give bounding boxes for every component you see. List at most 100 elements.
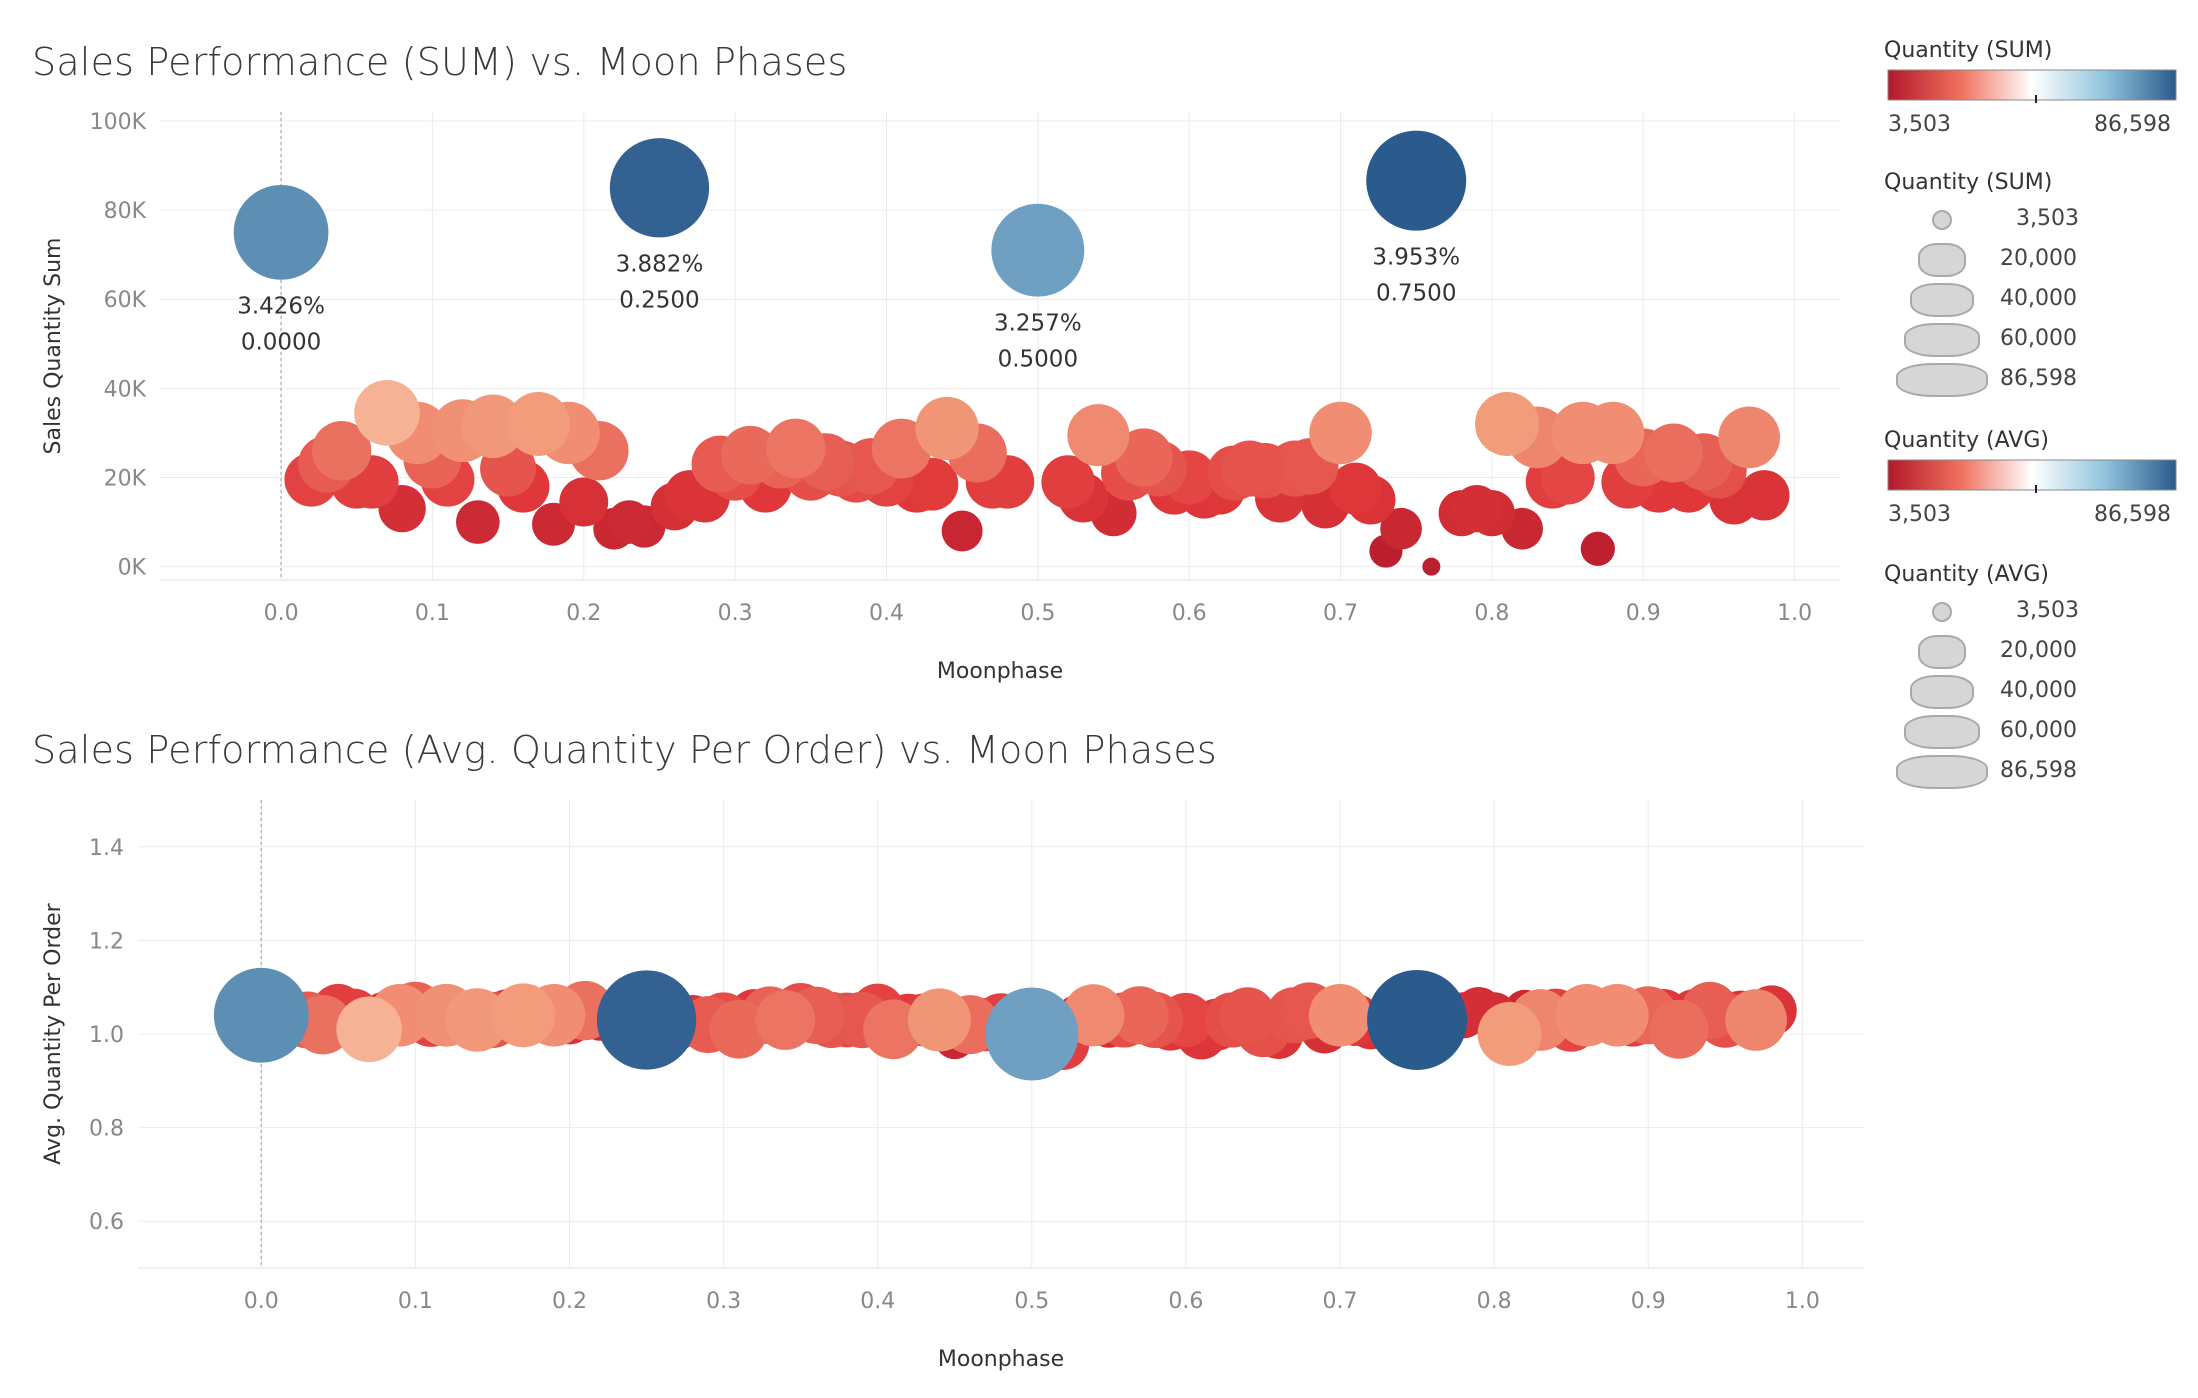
legend-sum-color-title: Quantity (SUM) (1884, 38, 2053, 63)
x-tick-label: 0.2 (552, 1289, 587, 1314)
data-point (1309, 401, 1372, 465)
x-axis-title: Moonphase (937, 659, 1063, 684)
chart-title-avg: Sales Performance (Avg. Quantity Per Ord… (32, 728, 1217, 772)
x-tick-label: 0.3 (706, 1289, 741, 1314)
x-tick-label: 0.5 (1020, 601, 1055, 626)
legend-size-label: 40,000 (2000, 286, 2077, 311)
data-point (1041, 455, 1095, 509)
legend-size-swatch (1918, 243, 1966, 277)
data-point (915, 396, 979, 461)
data-point (609, 138, 710, 238)
data-point (607, 500, 652, 544)
x-tick-label: 0.0 (264, 601, 299, 626)
legend-avg-size-title: Quantity (AVG) (1884, 562, 2049, 587)
x-tick-label: 0.5 (1014, 1289, 1049, 1314)
x-tick-label: 0.1 (398, 1289, 433, 1314)
y-tick-label: 0.8 (89, 1117, 124, 1142)
legend-size-label: 60,000 (2000, 326, 2077, 351)
y-tick-label: 1.4 (89, 836, 124, 861)
data-point (720, 425, 780, 485)
data-point (907, 988, 971, 1052)
data-label-phase: 0.7500 (1376, 281, 1456, 307)
x-tick-label: 1.0 (1785, 1289, 1820, 1314)
data-point (1477, 1002, 1542, 1066)
data-point (1308, 984, 1372, 1047)
data-point (1067, 404, 1130, 467)
legend-size-label: 86,598 (2000, 366, 2077, 391)
data-point (1649, 999, 1709, 1059)
y-tick-label: 60K (104, 288, 147, 313)
data-point (311, 421, 372, 481)
data-point (445, 988, 509, 1052)
data-point (491, 983, 556, 1048)
x-tick-label: 0.6 (1168, 1289, 1203, 1314)
x-tick-label: 0.9 (1631, 1289, 1666, 1314)
y-tick-label: 80K (104, 199, 147, 224)
data-point (1475, 392, 1539, 456)
y-tick-label: 40K (104, 377, 147, 402)
x-tick-label: 0.9 (1626, 601, 1661, 626)
x-tick-label: 0.4 (869, 601, 904, 626)
legend-avg-color-min: 3,503 (1888, 502, 1951, 527)
legend-avg-color-title: Quantity (AVG) (1884, 428, 2049, 453)
legend-size-swatch (1932, 602, 1952, 622)
y-tick-label: 1.2 (89, 929, 124, 954)
legend-sum-color-max: 86,598 (2094, 112, 2171, 137)
data-point (1366, 130, 1467, 231)
data-point (1718, 406, 1781, 469)
data-point (1422, 557, 1441, 576)
legend-size-label: 40,000 (2000, 678, 2077, 703)
legend-sum-color-min: 3,503 (1888, 112, 1951, 137)
data-label-percent: 3.426% (237, 294, 325, 320)
data-point (755, 990, 816, 1050)
data-label-phase: 0.0000 (241, 330, 321, 356)
x-tick-label: 0.8 (1477, 1289, 1512, 1314)
data-point (709, 1000, 769, 1059)
legend-size-swatch (1910, 283, 1974, 317)
x-tick-label: 0.6 (1172, 601, 1207, 626)
data-point (1580, 531, 1615, 566)
data-point (863, 999, 924, 1060)
data-point (1739, 470, 1790, 521)
legend-size-swatch (1910, 675, 1974, 709)
legend-size-label: 20,000 (2000, 638, 2077, 663)
chart-title-sum: Sales Performance (SUM) vs. Moon Phases (32, 40, 848, 84)
legend-size-label: 3,503 (2016, 598, 2079, 623)
data-point (1453, 485, 1501, 533)
data-label-phase: 0.5000 (998, 347, 1078, 373)
y-axis-title: Avg. Quantity Per Order (41, 902, 66, 1164)
legend-size-label: 86,598 (2000, 758, 2077, 783)
x-tick-label: 0.1 (415, 601, 450, 626)
x-tick-label: 0.8 (1474, 601, 1509, 626)
data-point (941, 510, 983, 552)
y-tick-label: 0.6 (89, 1210, 124, 1235)
data-point (985, 987, 1079, 1081)
x-tick-label: 1.0 (1777, 601, 1812, 626)
data-point (559, 477, 609, 527)
data-point (461, 394, 525, 458)
data-point (1221, 440, 1278, 497)
legend-size-swatch (1904, 715, 1980, 749)
data-point (1644, 423, 1703, 483)
legend-size-label: 3,503 (2016, 206, 2079, 231)
y-tick-label: 1.0 (89, 1023, 124, 1048)
data-point (506, 392, 571, 456)
data-point (1367, 969, 1468, 1070)
data-point (1114, 428, 1173, 487)
legend-size-swatch (1904, 323, 1980, 357)
x-tick-label: 0.7 (1323, 1289, 1358, 1314)
data-point (765, 418, 826, 479)
x-axis-title: Moonphase (938, 1347, 1064, 1372)
data-label-percent: 3.953% (1372, 245, 1460, 271)
y-tick-label: 100K (90, 110, 147, 135)
data-point (991, 203, 1085, 297)
legend-size-swatch (1896, 755, 1988, 789)
legend-size-swatch (1918, 635, 1966, 669)
legend-size-swatch (1932, 210, 1952, 230)
data-label-percent: 3.257% (994, 311, 1082, 337)
legend-size-label: 60,000 (2000, 718, 2077, 743)
data-label-percent: 3.882% (616, 251, 704, 277)
data-point (336, 996, 402, 1063)
x-tick-label: 0.4 (860, 1289, 895, 1314)
